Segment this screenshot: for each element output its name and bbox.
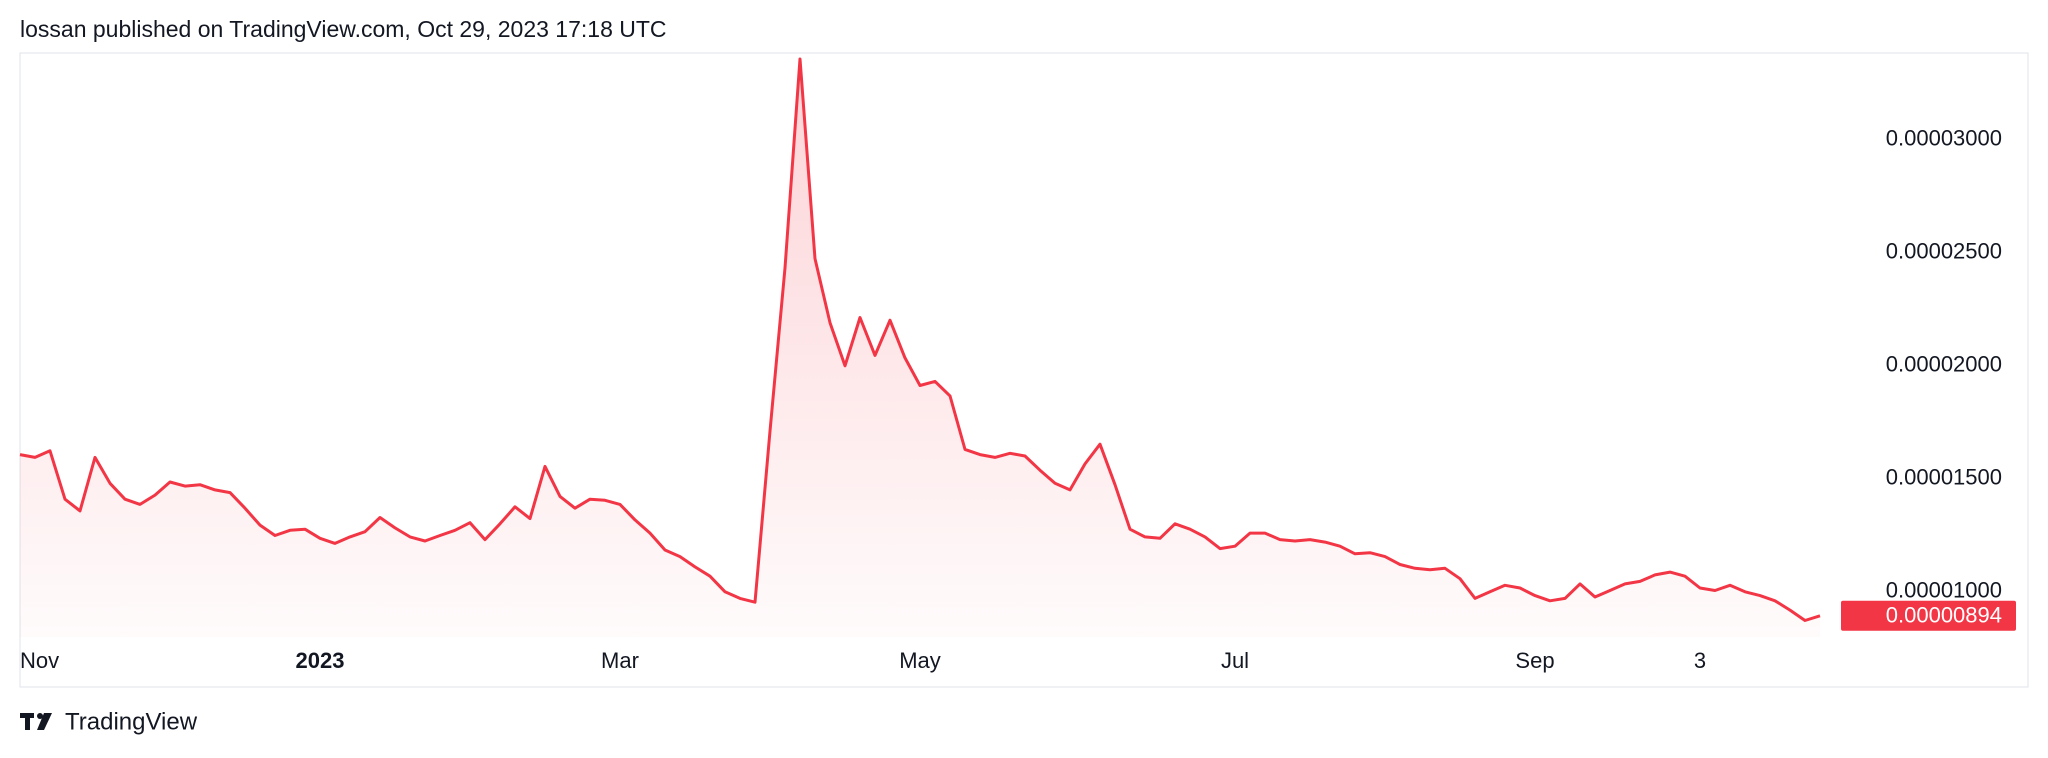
last-price-badge [1841,600,2016,631]
brand-logo [20,713,52,730]
y-tick-label: 0.00001000 [1886,578,2002,603]
brand-name: TradingView [65,708,198,735]
price-line [19,57,1821,622]
y-tick-label: 0.00001500 [1886,465,2002,490]
x-tick-label: Nov [20,648,59,673]
x-tick-label: 3 [1694,648,1706,673]
y-tick-label: 0.00002500 [1886,239,2002,264]
y-tick-label: 0.00002000 [1886,352,2002,377]
chart-frame [19,52,2029,688]
x-tick-label: Sep [1515,648,1554,673]
x-tick-label: Jul [1221,648,1249,673]
x-tick-label: Mar [601,648,639,673]
area-fill [20,59,1820,637]
header-text: lossan published on TradingView.com, Oct… [20,16,667,42]
last-price-label: 0.00000894 [1886,603,2002,628]
x-tick-label: May [899,648,941,673]
y-tick-label: 0.00003000 [1886,126,2002,151]
x-tick-label: 2023 [296,648,345,673]
